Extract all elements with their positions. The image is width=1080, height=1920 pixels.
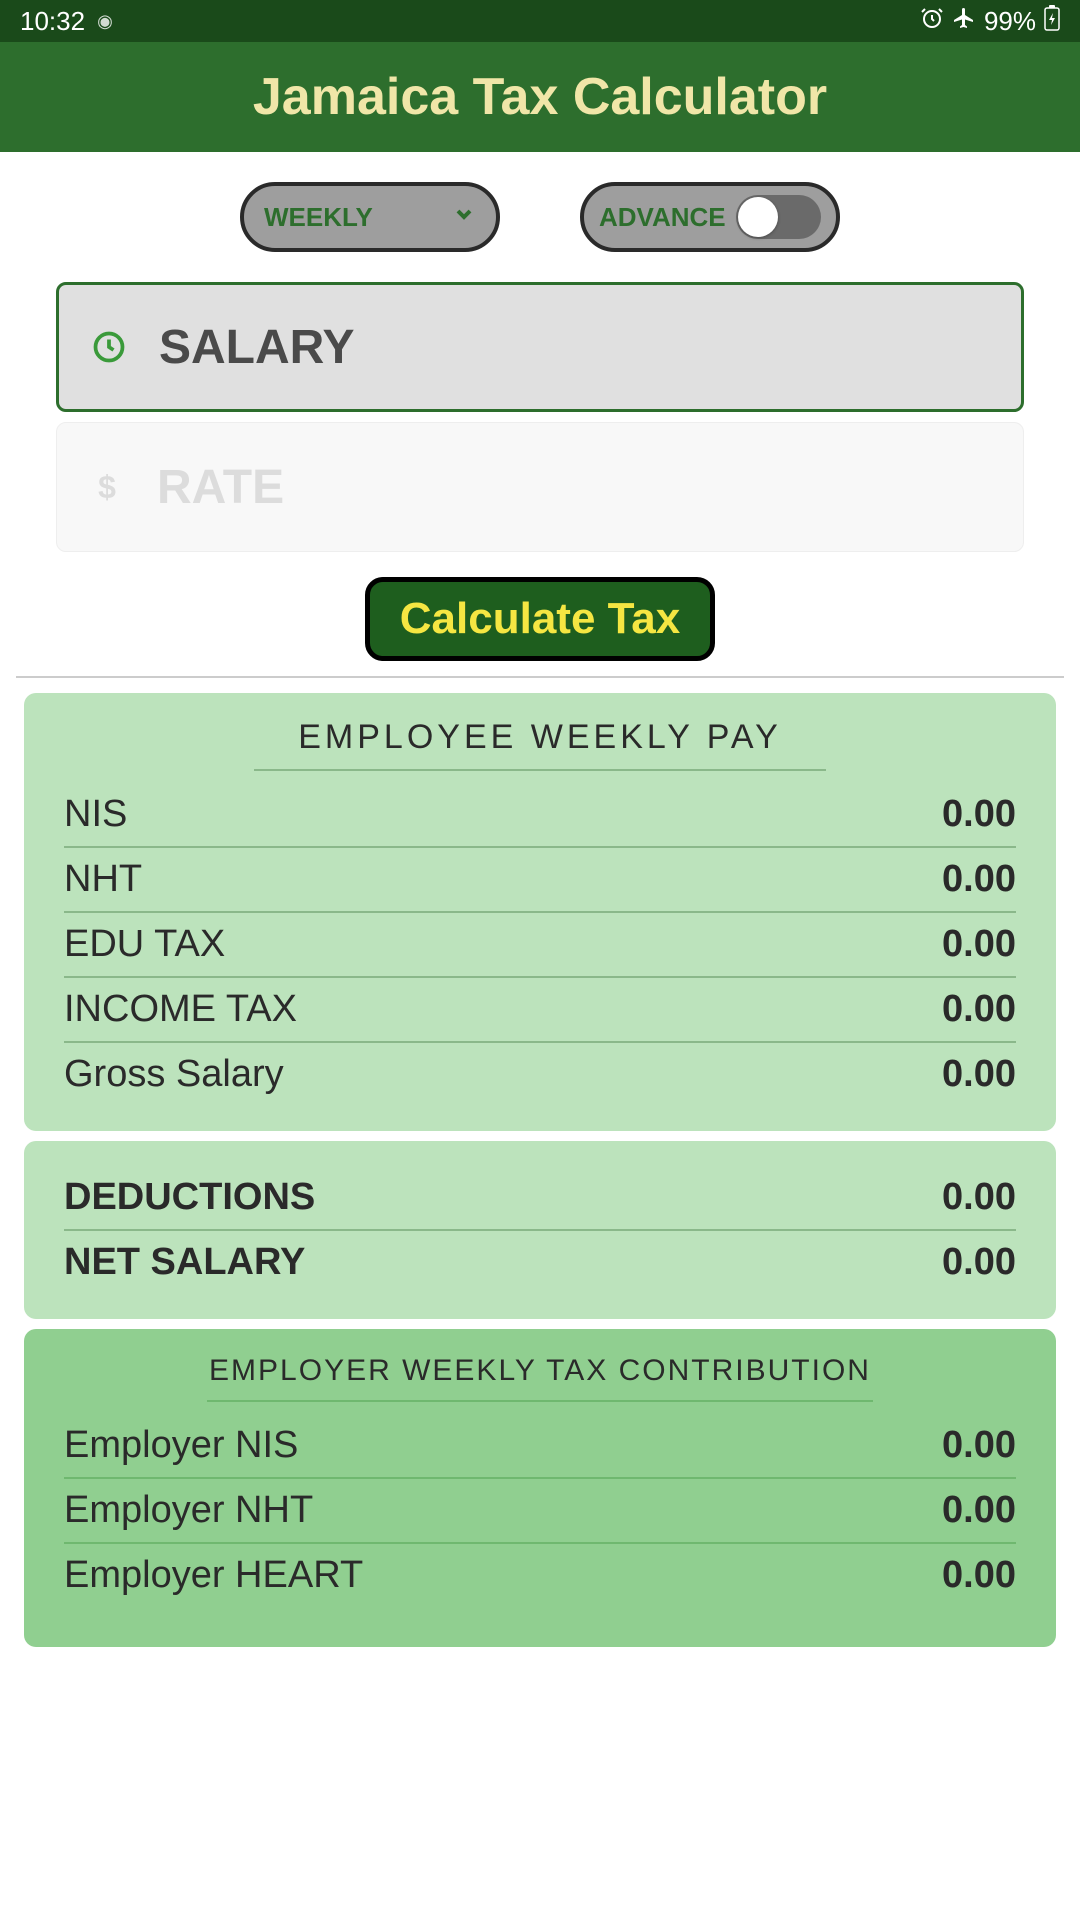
result-row: NET SALARY 0.00 — [64, 1231, 1016, 1294]
divider — [16, 676, 1064, 678]
row-label: INCOME TAX — [64, 988, 297, 1031]
row-label: Employer NIS — [64, 1424, 298, 1467]
carrier-icon: ◉ — [97, 11, 113, 32]
battery-percent: 99% — [984, 6, 1036, 37]
toggle-switch — [736, 195, 821, 239]
row-label: DEDUCTIONS — [64, 1176, 315, 1219]
salary-placeholder: SALARY — [159, 320, 355, 375]
row-value: 0.00 — [942, 1053, 1016, 1096]
period-label: WEEKLY — [264, 202, 373, 233]
row-label: NHT — [64, 858, 142, 901]
chevron-down-icon — [452, 202, 476, 233]
result-row: EDU TAX 0.00 — [64, 913, 1016, 978]
row-value: 0.00 — [942, 1424, 1016, 1467]
row-value: 0.00 — [942, 858, 1016, 901]
battery-charging-icon — [1044, 5, 1060, 38]
status-bar: 10:32 ◉ 99% — [0, 0, 1080, 42]
rate-input[interactable]: $ RATE — [56, 422, 1024, 552]
result-row: NHT 0.00 — [64, 848, 1016, 913]
app-title: Jamaica Tax Calculator — [253, 67, 827, 127]
employer-card-title: EMPLOYER WEEKLY TAX CONTRIBUTION — [207, 1354, 873, 1402]
row-value: 0.00 — [942, 988, 1016, 1031]
airplane-icon — [952, 6, 976, 37]
employee-card-title: EMPLOYEE WEEKLY PAY — [254, 718, 825, 771]
row-label: EDU TAX — [64, 923, 225, 966]
result-row: DEDUCTIONS 0.00 — [64, 1166, 1016, 1231]
row-value: 0.00 — [942, 1241, 1016, 1284]
advance-toggle[interactable]: ADVANCE — [580, 182, 840, 252]
toggle-knob — [738, 197, 778, 237]
result-row: Gross Salary 0.00 — [64, 1043, 1016, 1106]
row-value: 0.00 — [942, 923, 1016, 966]
row-label: Gross Salary — [64, 1053, 284, 1096]
rate-placeholder: RATE — [157, 460, 284, 515]
app-header: Jamaica Tax Calculator — [0, 42, 1080, 152]
row-label: NIS — [64, 793, 127, 836]
result-row: Employer NHT 0.00 — [64, 1479, 1016, 1544]
row-label: NET SALARY — [64, 1241, 305, 1284]
row-value: 0.00 — [942, 1176, 1016, 1219]
row-value: 0.00 — [942, 1489, 1016, 1532]
result-row: INCOME TAX 0.00 — [64, 978, 1016, 1043]
result-row: Employer HEART 0.00 — [64, 1544, 1016, 1607]
status-time: 10:32 — [20, 6, 85, 37]
clock-icon — [89, 327, 129, 367]
advance-label: ADVANCE — [599, 202, 726, 233]
alarm-icon — [920, 6, 944, 37]
result-row: Employer NIS 0.00 — [64, 1414, 1016, 1479]
employee-pay-card: EMPLOYEE WEEKLY PAY NIS 0.00 NHT 0.00 ED… — [24, 693, 1056, 1131]
row-value: 0.00 — [942, 1554, 1016, 1597]
period-dropdown[interactable]: WEEKLY — [240, 182, 500, 252]
row-label: Employer HEART — [64, 1554, 363, 1597]
salary-input[interactable]: SALARY — [56, 282, 1024, 412]
row-label: Employer NHT — [64, 1489, 313, 1532]
calculate-button[interactable]: Calculate Tax — [365, 577, 715, 661]
result-row: NIS 0.00 — [64, 783, 1016, 848]
dollar-icon: $ — [87, 467, 127, 507]
employer-card: EMPLOYER WEEKLY TAX CONTRIBUTION Employe… — [24, 1329, 1056, 1647]
row-value: 0.00 — [942, 793, 1016, 836]
summary-card: DEDUCTIONS 0.00 NET SALARY 0.00 — [24, 1141, 1056, 1319]
